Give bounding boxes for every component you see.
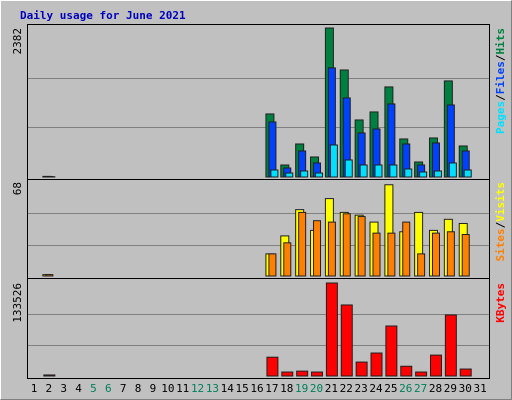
x-tick-label: 23: [355, 382, 368, 395]
x-tick-label: 17: [265, 382, 278, 395]
bar: [300, 170, 309, 178]
y-tick-label: 133526: [11, 283, 24, 323]
x-tick-label: 4: [75, 382, 82, 395]
bar: [400, 365, 413, 377]
bar: [387, 232, 396, 277]
bar: [283, 242, 292, 277]
bar: [431, 232, 440, 277]
bar: [296, 370, 309, 377]
x-tick-label: 2: [46, 382, 53, 395]
bar: [448, 162, 457, 178]
bar: [389, 164, 398, 178]
x-tick-label: 21: [325, 382, 338, 395]
legend-entry: Visits: [494, 182, 507, 222]
bar: [298, 211, 307, 277]
legend-entry: Hits: [494, 28, 507, 55]
bar: [459, 368, 472, 377]
bar: [357, 216, 366, 277]
x-tick-label: 6: [105, 382, 112, 395]
plot-frame: [27, 24, 490, 379]
bar: [45, 274, 54, 277]
bar: [385, 325, 398, 377]
bar: [281, 371, 294, 377]
bar: [404, 168, 413, 178]
bar: [43, 374, 56, 377]
bar: [270, 169, 279, 178]
x-tick-label: 25: [384, 382, 397, 395]
bar: [444, 314, 457, 377]
bar: [415, 371, 428, 377]
bar: [313, 220, 322, 277]
x-tick-label: 30: [459, 382, 472, 395]
bar: [370, 352, 383, 377]
x-tick-label: 5: [90, 382, 97, 395]
x-tick-label: 3: [60, 382, 67, 395]
x-tick-label: 19: [295, 382, 308, 395]
x-tick-label: 16: [250, 382, 263, 395]
bar: [327, 221, 336, 277]
bar: [325, 282, 338, 377]
bar: [329, 144, 338, 178]
legend-separator: /: [494, 221, 507, 228]
bar: [446, 231, 455, 277]
x-tick-label: 12: [191, 382, 204, 395]
x-tick-label: 14: [221, 382, 235, 395]
x-tick-label: 11: [176, 382, 189, 395]
x-tick-label: 26: [399, 382, 412, 395]
x-tick-label: 1: [31, 382, 38, 395]
bar: [285, 172, 294, 178]
legend-entry: KBytes: [494, 283, 507, 323]
bar: [344, 159, 353, 178]
x-tick-label: 7: [120, 382, 127, 395]
bar: [266, 356, 279, 377]
x-tick-label: 28: [429, 382, 442, 395]
legend: Pages/Files/Hits: [494, 28, 507, 134]
bar: [268, 253, 277, 277]
legend: KBytes: [494, 283, 507, 323]
bar: [402, 221, 411, 277]
legend-separator: /: [494, 54, 507, 61]
legend-separator: /: [494, 94, 507, 101]
y-tick-label: 68: [11, 182, 24, 195]
chart-title: Daily usage for June 2021: [20, 9, 186, 22]
bar: [374, 164, 383, 178]
x-tick-label: 18: [280, 382, 293, 395]
x-tick-label: 8: [135, 382, 142, 395]
x-tick-label: 22: [340, 382, 353, 395]
bar: [461, 234, 470, 277]
x-tick-label: 10: [161, 382, 174, 395]
bar: [372, 232, 381, 277]
x-tick-label: 15: [236, 382, 249, 395]
bar: [417, 253, 426, 277]
bar: [268, 121, 277, 178]
bar: [311, 371, 324, 377]
x-tick-label: 29: [444, 382, 457, 395]
bar: [429, 354, 442, 377]
bar: [315, 172, 324, 178]
bar: [463, 169, 472, 178]
bar: [433, 170, 442, 178]
x-tick-label: 20: [310, 382, 323, 395]
x-tick-label: 9: [150, 382, 157, 395]
legend-entry: Pages: [494, 101, 507, 134]
x-tick-label: 27: [414, 382, 427, 395]
legend-entry: Files: [494, 61, 507, 94]
bar: [342, 213, 351, 277]
legend: Sites/Visits: [494, 182, 507, 262]
x-tick-label: 31: [473, 382, 486, 395]
x-tick-label: 13: [206, 382, 219, 395]
bar: [355, 361, 368, 377]
bar: [359, 164, 368, 178]
bar: [340, 304, 353, 377]
bar: [419, 171, 428, 178]
legend-entry: Sites: [494, 228, 507, 261]
y-tick-label: 2382: [11, 28, 24, 55]
x-tick-label: 24: [369, 382, 383, 395]
